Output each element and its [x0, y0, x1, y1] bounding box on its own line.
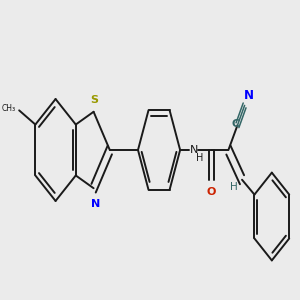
Text: H: H — [196, 154, 203, 164]
Text: CH₃: CH₃ — [1, 104, 15, 113]
Text: C: C — [231, 119, 239, 129]
Text: N: N — [190, 145, 198, 155]
Text: N: N — [244, 89, 254, 102]
Text: S: S — [90, 95, 98, 105]
Text: O: O — [207, 188, 216, 197]
Text: H: H — [230, 182, 238, 192]
Text: N: N — [91, 199, 100, 209]
